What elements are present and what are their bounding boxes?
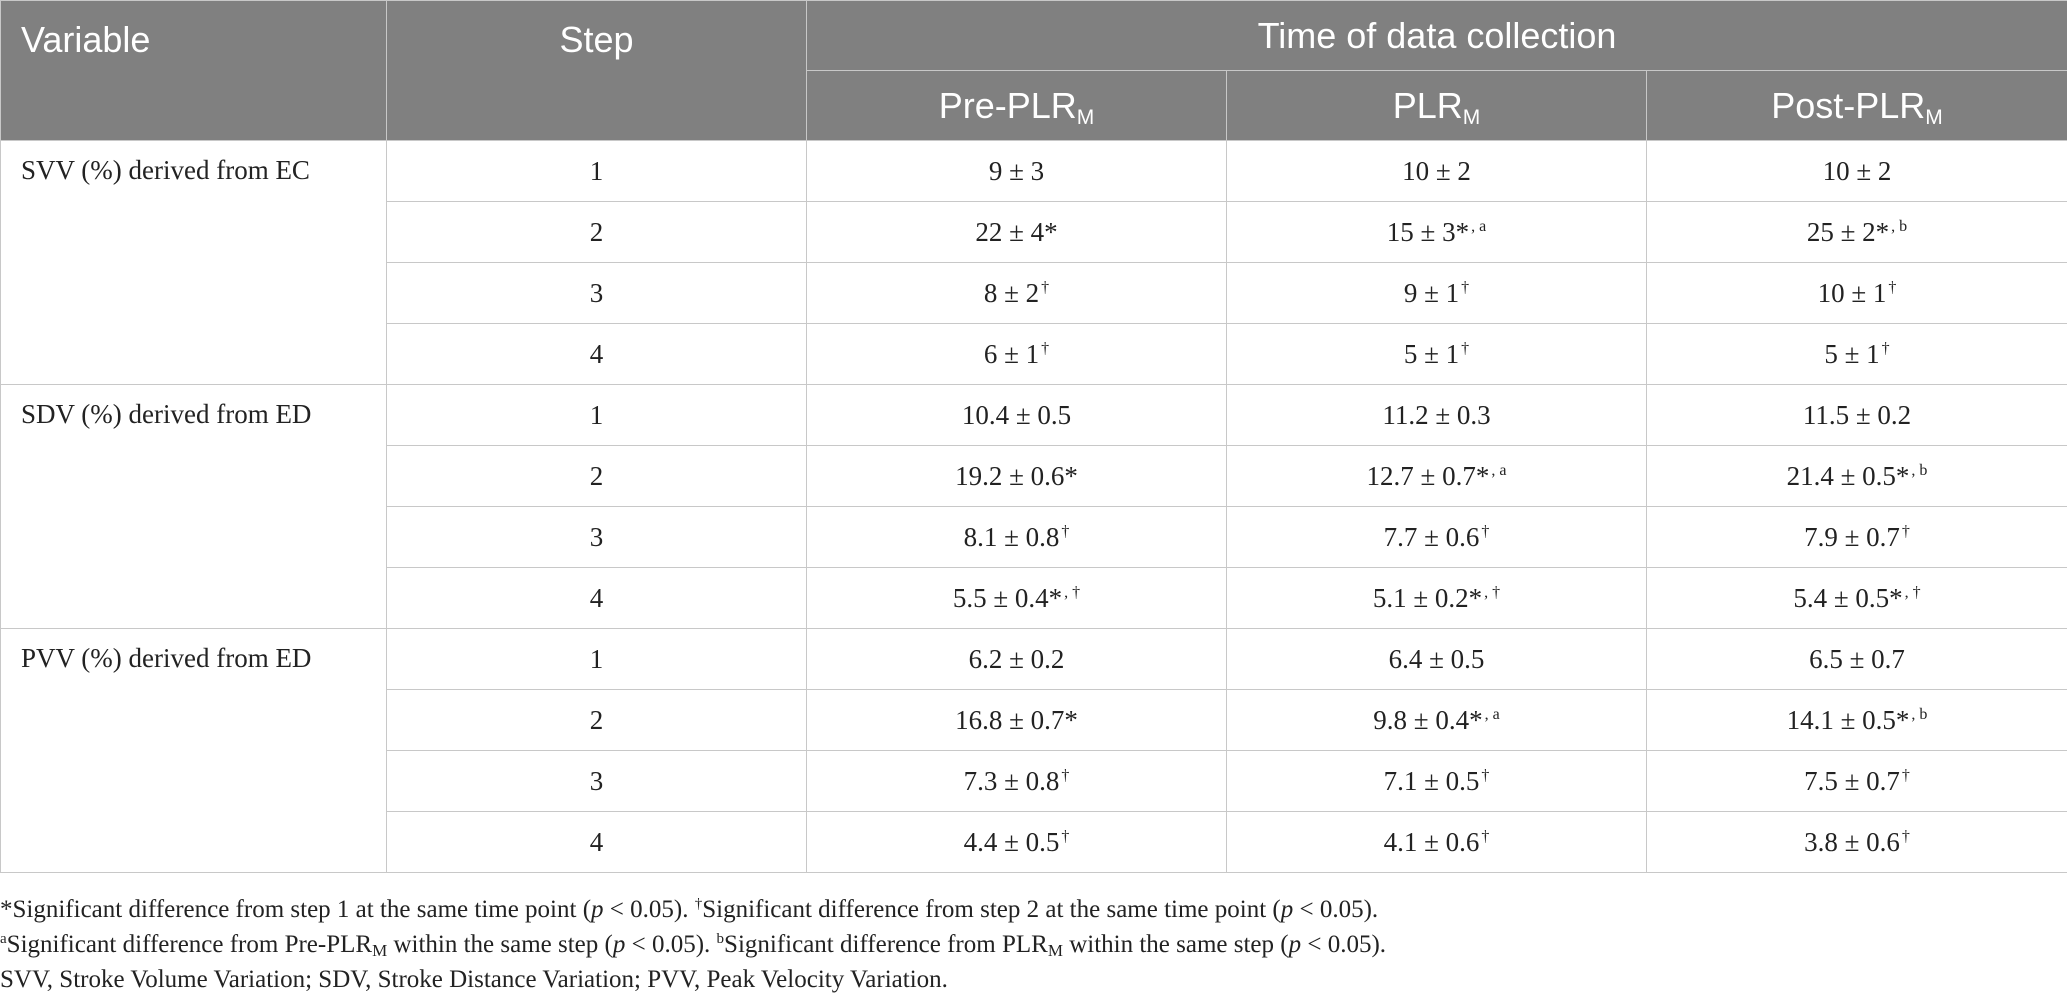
- header-post-plrm: Post-PLRM: [1645, 70, 2067, 141]
- value-cell: 19.2 ± 0.6*: [806, 445, 1227, 507]
- footnotes: *Significant difference from step 1 at t…: [0, 892, 2067, 997]
- value-cell: 7.1 ± 0.5 †: [1226, 750, 1647, 812]
- table-row: 4 5.5 ± 0.4*, † 5.1 ± 0.2*, † 5.4 ± 0.5*, †: [1, 567, 2067, 629]
- value-cell: 14.1 ± 0.5*, b: [1645, 689, 2067, 751]
- footnote-line-2: aSignificant difference from Pre-PLRM wi…: [0, 931, 1387, 960]
- value-cell: 9 ± 3: [806, 140, 1227, 202]
- table-row: SDV (%) derived from ED 1 10.4 ± 0.5 11.2 ±…: [0, 384, 2067, 629]
- table-row: 3 8.1 ± 0.8 † 7.7 ± 0.6 † 7.9 ± 0.7 †: [1, 506, 2067, 568]
- step-cell: 4: [386, 567, 807, 629]
- value-cell: 12.7 ± 0.7*, a: [1226, 445, 1647, 507]
- header-step: Step: [386, 0, 807, 141]
- value-cell: 15 ± 3*, a: [1226, 201, 1647, 263]
- step-cell: 3: [386, 750, 807, 812]
- value-cell: 10.4 ± 0.5: [806, 384, 1227, 446]
- value-cell: 10 ± 2: [1645, 140, 2067, 202]
- step-cell: 3: [386, 506, 807, 568]
- value-cell: 5.5 ± 0.4*, †: [806, 567, 1227, 629]
- variable-cell: SDV (%) derived from ED: [0, 384, 387, 629]
- step-cell: 4: [386, 323, 807, 385]
- table-row: 2 16.8 ± 0.7* 9.8 ± 0.4*, a 14.1 ± 0.5*, b: [1, 689, 2067, 751]
- value-cell: 21.4 ± 0.5*, b: [1645, 445, 2067, 507]
- results-table: Variable Step Time of data collection Pr…: [0, 0, 2067, 873]
- table-body: SVV (%) derived from EC 1 9 ± 3 10 ± 2 10 ± …: [0, 140, 2067, 873]
- step-cell: 1: [386, 628, 807, 690]
- step-cell: 1: [386, 384, 807, 446]
- value-cell: 5.1 ± 0.2*, †: [1226, 567, 1647, 629]
- value-cell: 7.9 ± 0.7 †: [1645, 506, 2067, 568]
- value-cell: 9 ± 1 †: [1226, 262, 1647, 324]
- footnote-line-1: *Significant difference from step 1 at t…: [0, 896, 1379, 923]
- table-row: 4 4.4 ± 0.5 † 4.1 ± 0.6 † 3.8 ± 0.6 †: [1, 811, 2067, 873]
- header-plrm: PLRM: [1226, 70, 1647, 141]
- value-cell: 6 ± 1 †: [806, 323, 1227, 385]
- value-cell: 6.2 ± 0.2: [806, 628, 1227, 690]
- value-cell: 11.2 ± 0.3: [1226, 384, 1647, 446]
- header-variable: Variable: [0, 0, 387, 141]
- step-cell: 1: [386, 140, 807, 202]
- value-cell: 3.8 ± 0.6 †: [1645, 811, 2067, 873]
- step-cell: 2: [386, 201, 807, 263]
- table-row: 2 19.2 ± 0.6* 12.7 ± 0.7*, a 21.4 ± 0.5*, b: [1, 445, 2067, 507]
- value-cell: 6.5 ± 0.7: [1645, 628, 2067, 690]
- value-cell: 16.8 ± 0.7*: [806, 689, 1227, 751]
- value-cell: 9.8 ± 0.4*, a: [1226, 689, 1647, 751]
- table-row: PVV (%) derived from ED 1 6.2 ± 0.2 6.4 ± 0…: [0, 628, 2067, 873]
- value-cell: 10 ± 2: [1226, 140, 1647, 202]
- value-cell: 7.3 ± 0.8 †: [806, 750, 1227, 812]
- variable-cell: SVV (%) derived from EC: [0, 140, 387, 385]
- value-cell: 10 ± 1 †: [1645, 262, 2067, 324]
- value-cell: 8 ± 2 †: [806, 262, 1227, 324]
- value-cell: 22 ± 4*: [806, 201, 1227, 263]
- step-cell: 2: [386, 689, 807, 751]
- table-row: SVV (%) derived from EC 1 9 ± 3 10 ± 2 10 ± …: [0, 140, 2067, 385]
- header-time-of-data-collection: Time of data collection: [805, 0, 2067, 71]
- step-cell: 4: [386, 811, 807, 873]
- value-cell: 7.7 ± 0.6 †: [1226, 506, 1647, 568]
- value-cell: 5 ± 1 †: [1226, 323, 1647, 385]
- value-cell: 6.4 ± 0.5: [1226, 628, 1647, 690]
- footnote-line-3: SVV, Stroke Volume Variation; SDV, Strok…: [0, 966, 948, 993]
- value-cell: 4.1 ± 0.6 †: [1226, 811, 1647, 873]
- value-cell: 8.1 ± 0.8 †: [806, 506, 1227, 568]
- value-cell: 4.4 ± 0.5 †: [806, 811, 1227, 873]
- step-cell: 2: [386, 445, 807, 507]
- header-pre-plrm: Pre-PLRM: [806, 70, 1227, 141]
- value-cell: 5 ± 1 †: [1645, 323, 2067, 385]
- value-cell: 7.5 ± 0.7 †: [1645, 750, 2067, 812]
- value-cell: 11.5 ± 0.2: [1645, 384, 2067, 446]
- value-cell: 5.4 ± 0.5*, †: [1645, 567, 2067, 629]
- value-cell: 25 ± 2*, b: [1645, 201, 2067, 263]
- variable-cell: PVV (%) derived from ED: [0, 628, 387, 873]
- step-cell: 3: [386, 262, 807, 324]
